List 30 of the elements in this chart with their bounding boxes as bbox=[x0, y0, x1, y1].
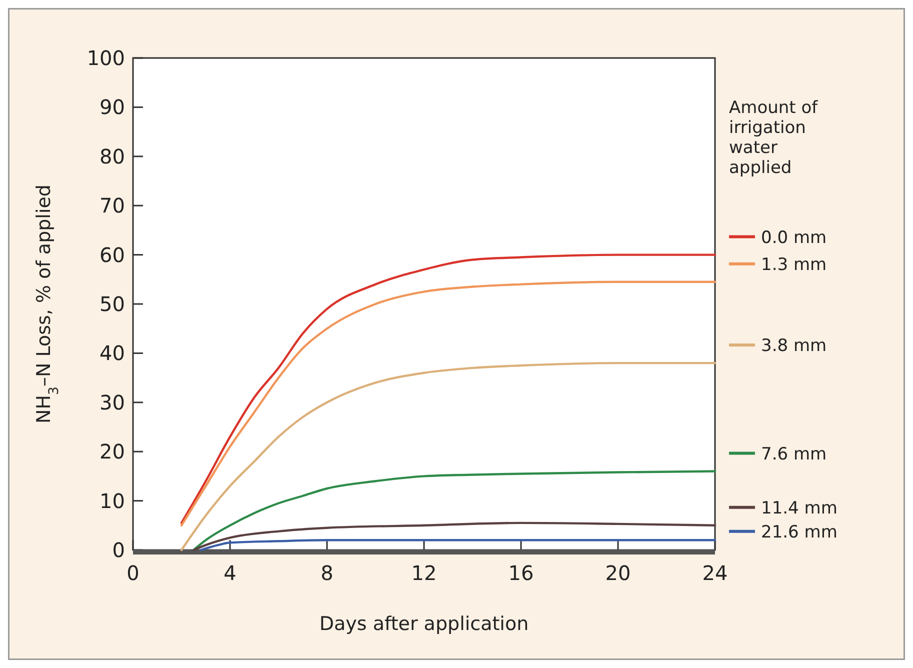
x-tick-label: 8 bbox=[320, 561, 334, 585]
y-tick-label: 40 bbox=[100, 341, 125, 366]
line-series bbox=[200, 539, 716, 552]
x-axis-title: Days after application bbox=[319, 613, 529, 635]
legend-label: 3.8 mm bbox=[761, 336, 827, 356]
legend-title: Amount of irrigation water applied bbox=[729, 98, 819, 178]
y-tick-label: 10 bbox=[100, 488, 125, 513]
legend-label: 1.3 mm bbox=[761, 254, 827, 275]
line-series bbox=[192, 522, 716, 552]
x-tick-label: 4 bbox=[224, 561, 236, 585]
x-tick-label: 16 bbox=[508, 561, 534, 585]
y-tick-label: 70 bbox=[100, 194, 125, 218]
line-series bbox=[180, 362, 716, 552]
y-tick-label: 20 bbox=[100, 440, 125, 464]
y-tick-label: 80 bbox=[100, 144, 125, 168]
y-tick-label: 50 bbox=[100, 292, 125, 316]
legend-label: 11.4 mm bbox=[761, 498, 838, 518]
y-tick-label: 90 bbox=[100, 95, 125, 120]
line-series bbox=[192, 470, 716, 552]
x-tick-label: 0 bbox=[126, 561, 140, 585]
legend-label: 21.6 mm bbox=[761, 522, 838, 542]
y-tick-label: 100 bbox=[86, 46, 125, 70]
legend-label: 7.6 mm bbox=[761, 444, 827, 464]
y-tick-label: 60 bbox=[100, 242, 125, 267]
y-tick-label: 0 bbox=[112, 538, 125, 562]
y-tick-label: 30 bbox=[100, 390, 125, 414]
legend-label: 0.0 mm bbox=[761, 228, 827, 248]
x-tick-label: 12 bbox=[411, 561, 437, 585]
x-tick-label: 20 bbox=[605, 561, 631, 585]
x-tick-label: 24 bbox=[702, 561, 728, 585]
